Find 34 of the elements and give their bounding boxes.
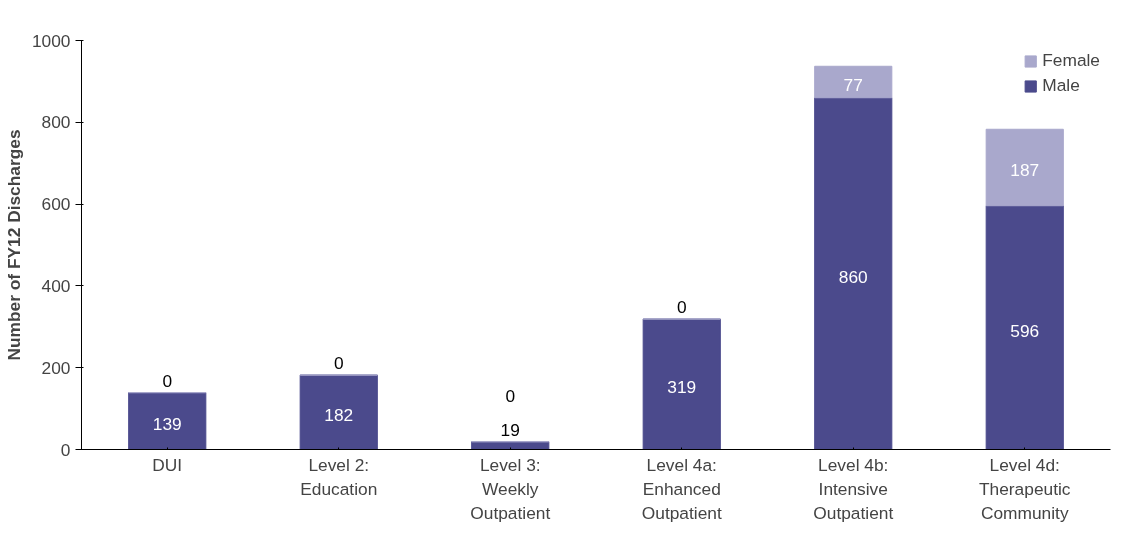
data-label: 0	[676, 297, 687, 318]
x-tick-label: Level 3: Weekly Outpatient	[470, 454, 551, 523]
x-tick-label: Level 4a: Enhanced Outpatient	[641, 454, 722, 523]
bar	[814, 97, 893, 450]
data-label: 0	[505, 385, 516, 406]
y-axis-title: Number of FY12 Discharges	[3, 129, 24, 361]
data-label: 139	[152, 414, 182, 435]
legend-label: Female	[1042, 50, 1100, 71]
x-tick-label: Level 4d: Therapeutic Community	[979, 454, 1071, 523]
data-label: 319	[667, 377, 697, 398]
x-tick-label: DUI	[152, 454, 183, 475]
y-tick-label: 1000	[31, 30, 71, 51]
data-label: 0	[162, 370, 173, 391]
y-tick-label: 200	[41, 357, 71, 378]
data-label: 187	[1010, 160, 1040, 181]
y-tick-label: 0	[60, 439, 71, 460]
data-label: 0	[333, 353, 344, 374]
x-tick-label: Level 4b: Intensive Outpatient	[813, 454, 894, 523]
y-tick-label: 400	[41, 275, 71, 296]
y-tick-label: 800	[41, 112, 71, 133]
data-label: 19	[500, 419, 520, 440]
bar	[299, 374, 378, 450]
data-label: 182	[324, 405, 354, 426]
legend-label: Male	[1042, 75, 1080, 96]
bar	[128, 392, 207, 450]
bar	[985, 128, 1064, 207]
y-tick-label: 600	[41, 194, 71, 215]
bar	[642, 318, 721, 450]
data-label: 77	[843, 75, 863, 96]
bar	[985, 205, 1064, 450]
data-label: 596	[1010, 320, 1040, 341]
bar	[814, 65, 893, 99]
x-tick-label: Level 2: Education	[300, 454, 378, 499]
data-label: 860	[838, 266, 868, 287]
